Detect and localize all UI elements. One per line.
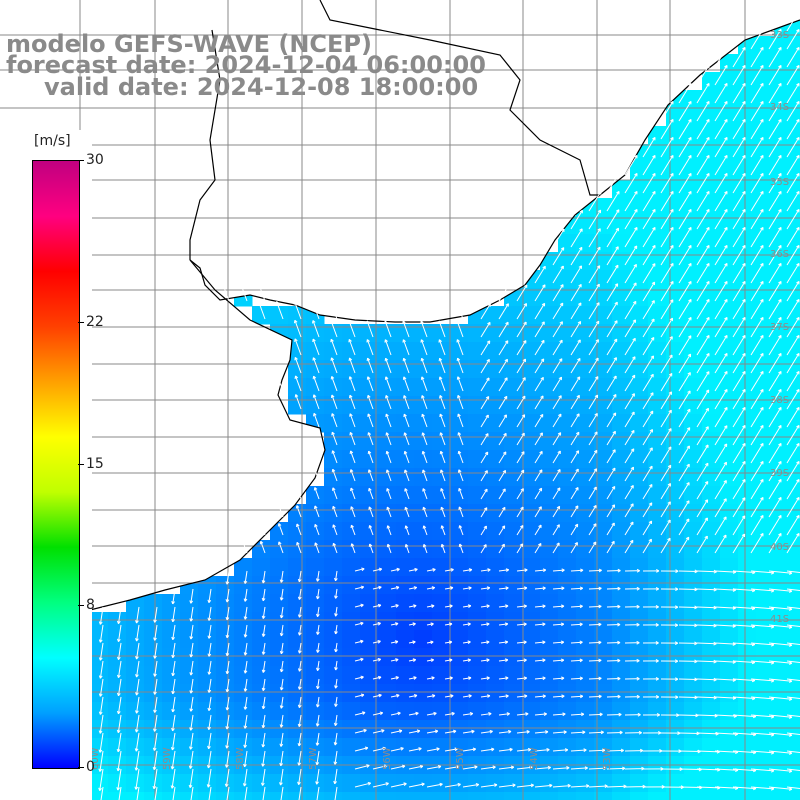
lon-label: 54W xyxy=(529,747,540,770)
colorbar-tick-mark xyxy=(78,605,84,607)
wind-arrows xyxy=(8,10,800,800)
colorbar-tick-label: 0 xyxy=(86,759,95,775)
lon-label: 59W xyxy=(162,747,173,770)
lat-label: 40S xyxy=(770,542,790,553)
lat-label: 34S xyxy=(770,102,790,113)
lat-label: 41S xyxy=(770,614,790,625)
model-title: modelo GEFS-WAVE (NCEP) xyxy=(6,30,372,58)
forecast-date: forecast date: 2024-12-04 06:00:00 xyxy=(6,51,486,79)
colorbar-tick-mark xyxy=(78,767,84,768)
land-north xyxy=(0,0,800,322)
lon-label: 56W xyxy=(382,747,393,770)
colorbar-tick-mark xyxy=(78,463,84,465)
lat-label: 37S xyxy=(770,322,790,333)
colorbar-tick-label: 30 xyxy=(86,152,104,168)
colorbar-tick-mark xyxy=(78,321,84,323)
lon-label: 55W xyxy=(455,747,466,770)
lat-label: 36S xyxy=(770,249,790,260)
colorbar xyxy=(32,160,80,769)
lon-label: 53W xyxy=(602,747,613,770)
lat-label: 35S xyxy=(770,177,790,188)
colorbar-tick-label: 22 xyxy=(86,313,104,330)
colorbar-tick-label: 15 xyxy=(86,455,104,472)
lat-label: 33S xyxy=(770,30,790,41)
colorbar-tick-label: 8 xyxy=(86,597,95,614)
lat-label: 39S xyxy=(770,468,790,479)
coastline xyxy=(0,0,800,621)
lat-label: 38S xyxy=(770,395,790,406)
colorbar-unit: [m/s] xyxy=(34,133,71,149)
valid-date: valid date: 2024-12-08 18:00:00 xyxy=(44,73,479,101)
lon-label: 58W xyxy=(235,747,246,770)
colorbar-tick-mark xyxy=(78,160,84,161)
lon-label: 57W xyxy=(308,747,319,770)
